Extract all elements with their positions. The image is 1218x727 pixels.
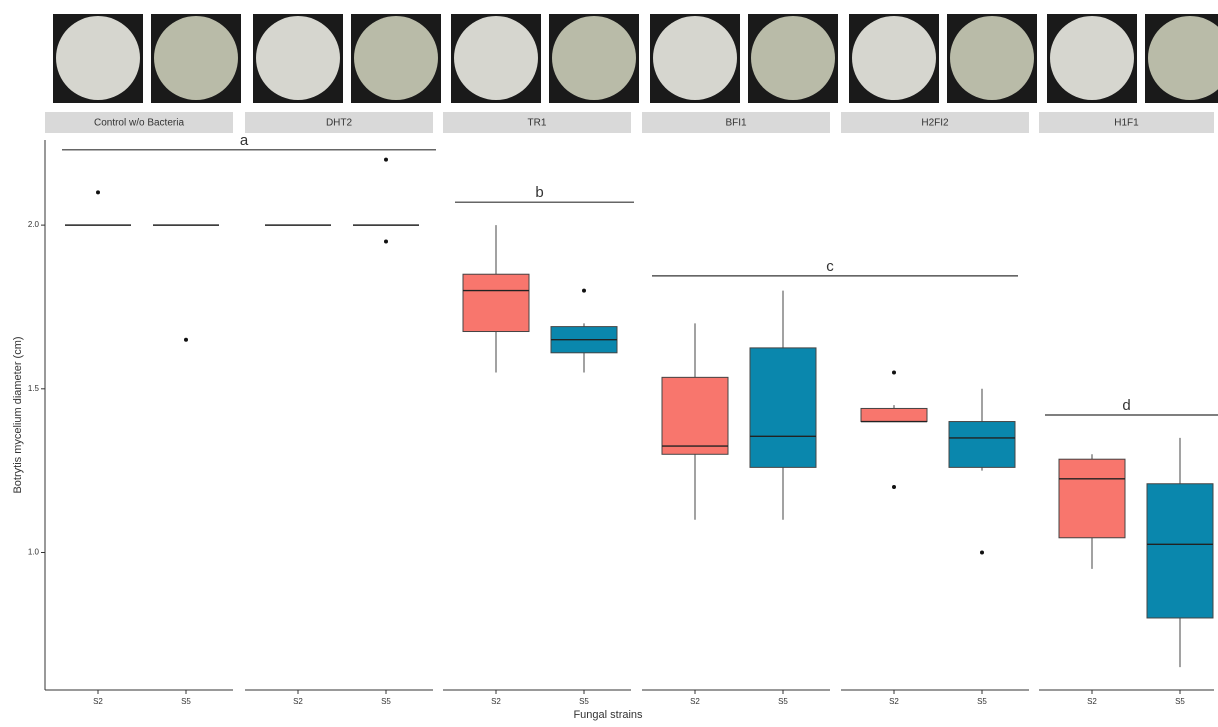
box [462, 273, 530, 333]
box [749, 347, 817, 468]
facet-strip [45, 112, 233, 133]
significance-letter: a [240, 132, 249, 149]
facet-label: H2FI2 [921, 118, 949, 129]
plate-dish [354, 16, 438, 100]
plate-dish [653, 16, 737, 100]
plate-dish [852, 16, 936, 100]
box [1058, 458, 1126, 539]
facet-strip [443, 112, 631, 133]
plate-dish [950, 16, 1034, 100]
facet-label: Control w/o Bacteria [94, 118, 184, 129]
outlier [184, 337, 188, 342]
facet-strip [1039, 112, 1214, 133]
x-tick-label: S2 [1087, 697, 1097, 706]
plate-dish [751, 16, 835, 100]
y-tick-label: 2.0 [28, 220, 40, 229]
x-tick-label: S2 [690, 697, 700, 706]
facet-label: TR1 [528, 118, 547, 129]
facet-label: H1F1 [1114, 118, 1139, 129]
significance-letter: c [826, 258, 834, 275]
outlier [384, 239, 388, 244]
outlier [892, 370, 896, 375]
x-tick-label: S2 [889, 697, 899, 706]
x-tick-label: S5 [977, 697, 987, 706]
y-tick-label: 1.0 [28, 548, 40, 557]
significance-letter: b [535, 184, 543, 201]
outlier [96, 190, 100, 195]
x-tick-label: S5 [1175, 697, 1185, 706]
x-tick-label: S5 [579, 697, 589, 706]
facet-label: BFI1 [725, 118, 747, 129]
facet-strip [841, 112, 1029, 133]
plate-dish [256, 16, 340, 100]
significance-letter: d [1122, 397, 1130, 414]
plate-dish [552, 16, 636, 100]
x-tick-label: S5 [778, 697, 788, 706]
plate-dish [454, 16, 538, 100]
box [860, 407, 928, 423]
outlier [582, 288, 586, 293]
facet-strip [642, 112, 830, 133]
plate-dish [154, 16, 238, 100]
box [661, 376, 729, 455]
x-axis-title: Fungal strains [573, 709, 643, 721]
plate-dish [1148, 16, 1218, 100]
box [948, 421, 1016, 468]
x-tick-label: S2 [491, 697, 501, 706]
y-axis-title: Botrytis mycelium diameter (cm) [12, 336, 24, 493]
x-tick-label: S2 [293, 697, 303, 706]
plate-dish [56, 16, 140, 100]
x-tick-label: S2 [93, 697, 103, 706]
plate-dish [1050, 16, 1134, 100]
outlier [384, 157, 388, 162]
outlier [980, 550, 984, 555]
facet-strip [245, 112, 433, 133]
x-tick-label: S5 [381, 697, 391, 706]
y-tick-label: 1.5 [28, 384, 40, 393]
x-tick-label: S5 [181, 697, 191, 706]
outlier [892, 485, 896, 490]
box [1146, 483, 1214, 619]
facet-label: DHT2 [326, 118, 353, 129]
